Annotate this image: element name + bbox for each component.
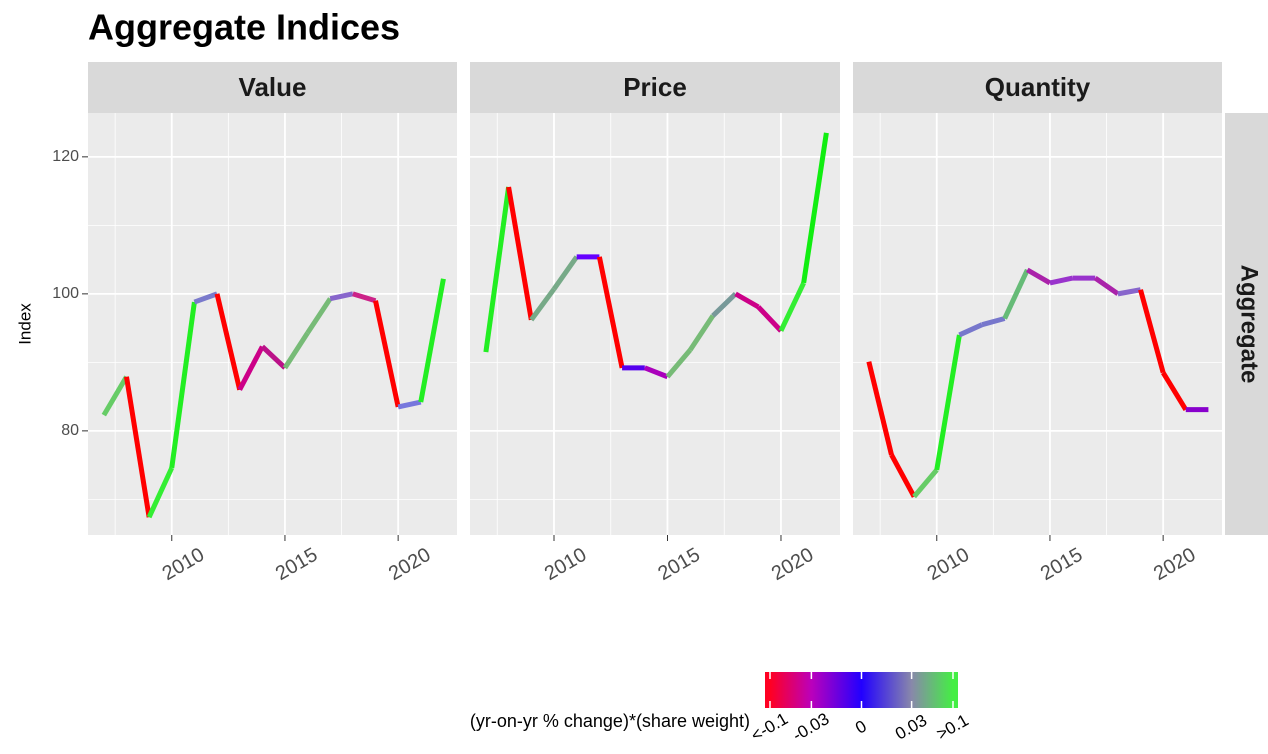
- line-segment: [352, 291, 377, 304]
- legend-tick-label: 0: [852, 717, 870, 738]
- strip-right: [1225, 113, 1268, 535]
- strip-label: Price: [623, 72, 687, 102]
- line-segment: [124, 376, 152, 518]
- x-tick-label: 2020: [1150, 544, 1200, 585]
- x-tick-label: 2020: [768, 544, 818, 585]
- line-segment: [373, 300, 401, 408]
- strip-label: Value: [239, 72, 307, 102]
- line-segment: [688, 314, 715, 352]
- y-tick-label: 100: [52, 285, 79, 302]
- line-segment: [551, 255, 579, 291]
- legend-tick-label: >0.1: [933, 711, 972, 744]
- line-segment: [1002, 268, 1030, 320]
- strip-label: Aggregate: [1236, 265, 1263, 384]
- line-segment: [756, 305, 783, 333]
- x-tick-label: 2015: [654, 544, 704, 585]
- line-segment: [643, 365, 669, 380]
- line-segment: [529, 287, 557, 322]
- y-tick-label: 80: [61, 422, 79, 439]
- x-tick-label: 2020: [385, 544, 435, 585]
- line-segment: [801, 132, 829, 284]
- line-segment: [981, 316, 1006, 328]
- line-segment: [483, 186, 512, 353]
- strip: [470, 62, 840, 113]
- line-segment: [146, 466, 175, 519]
- y-tick-label: 120: [52, 148, 79, 165]
- line-segment: [1161, 371, 1188, 411]
- line-segment: [101, 375, 129, 417]
- strip-label: Quantity: [985, 72, 1091, 102]
- line-segment: [912, 468, 939, 499]
- line-segment: [418, 278, 446, 403]
- line-segment: [260, 344, 287, 370]
- y-axis-label: Index: [15, 303, 34, 345]
- strip: [853, 62, 1222, 113]
- line-segment: [1138, 289, 1166, 374]
- line-segment: [866, 361, 894, 456]
- line-segment: [934, 334, 962, 471]
- line-segment: [506, 186, 534, 321]
- line-segment: [1093, 276, 1120, 296]
- legend-tick-label: <-0.1: [748, 709, 791, 745]
- line-segment: [778, 281, 806, 332]
- panel-background: [470, 113, 840, 535]
- line-segment: [214, 293, 243, 391]
- line-segment: [889, 453, 917, 498]
- line-segment: [282, 331, 310, 370]
- x-tick-label: 2010: [159, 544, 209, 585]
- legend-tick-label: 0.03: [892, 711, 930, 744]
- x-tick-label: 2010: [924, 544, 974, 585]
- line-segment: [193, 291, 218, 305]
- line-segment: [169, 301, 197, 469]
- line-segment: [397, 399, 422, 410]
- chart-title: Aggregate Indices: [88, 7, 400, 48]
- panel-background: [88, 113, 457, 535]
- x-tick-label: 2015: [272, 544, 322, 585]
- line-segment: [596, 256, 625, 369]
- line-segment: [1049, 275, 1074, 286]
- legend-title: (yr-on-yr % change)*(share weight): [470, 711, 750, 731]
- line-segment: [1026, 267, 1052, 286]
- x-tick-label: 2015: [1037, 544, 1087, 585]
- line-segment: [734, 291, 760, 310]
- line-segment: [1117, 287, 1141, 297]
- legend-tick-label: -0.03: [789, 709, 832, 745]
- panel-background: [853, 113, 1222, 535]
- line-segment: [711, 292, 738, 318]
- strip: [88, 62, 457, 113]
- line-segment: [958, 322, 984, 338]
- line-segment: [237, 345, 265, 391]
- x-tick-label: 2010: [541, 544, 591, 585]
- line-segment: [305, 297, 333, 335]
- line-segment: [665, 348, 693, 379]
- line-segment: [329, 291, 354, 302]
